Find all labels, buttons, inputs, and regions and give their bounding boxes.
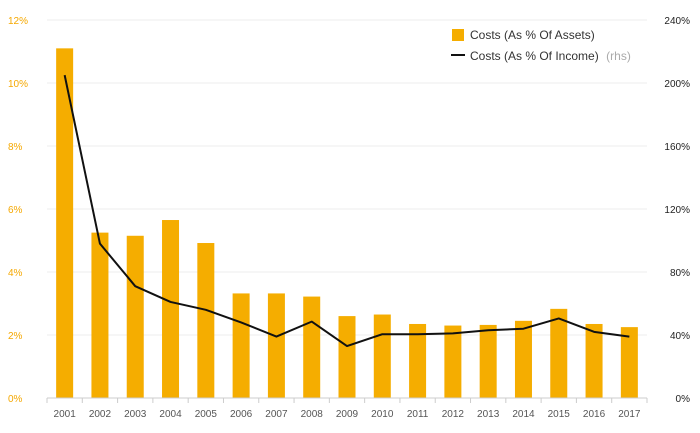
y-left-tick-label: 8% [8, 142, 23, 153]
bar [232, 293, 250, 398]
bar [409, 323, 427, 398]
y-right-tick-label: 240% [664, 16, 690, 27]
y-right-tick-label: 200% [664, 79, 690, 90]
bar [338, 316, 356, 398]
bar-series [56, 48, 638, 398]
x-tick-label: 2003 [124, 409, 147, 420]
bar [620, 327, 638, 398]
bar [126, 235, 144, 398]
y-right-tick-label: 40% [670, 331, 690, 342]
bar [91, 232, 109, 398]
y-left-tick-label: 10% [8, 79, 28, 90]
x-tick-label: 2006 [230, 409, 253, 420]
bar [267, 293, 285, 398]
x-tick-label: 2015 [548, 409, 571, 420]
legend-label-line: Costs (As % Of Income) (rhs) [470, 47, 631, 64]
x-tick-label: 2009 [336, 409, 359, 420]
bar [514, 320, 532, 398]
line-series [63, 74, 630, 348]
bar [373, 314, 391, 398]
bar [585, 323, 603, 398]
x-tick-label: 2002 [89, 409, 112, 420]
bar [550, 308, 568, 398]
legend: Costs (As % Of Assets) Costs (As % Of In… [451, 28, 631, 64]
legend-label-line-suffix: (rhs) [606, 49, 631, 63]
bar [303, 296, 321, 398]
y-right-tick-label: 80% [670, 268, 690, 279]
bar [162, 220, 180, 398]
x-tick-label: 2013 [477, 409, 500, 420]
legend-label-line-name: Costs (As % Of Income) [470, 49, 599, 63]
y-left-tick-label: 12% [8, 16, 28, 27]
y-left-tick-label: 2% [8, 331, 23, 342]
gridlines [47, 19, 647, 336]
x-tick-label: 2017 [618, 409, 641, 420]
x-tick-label: 2005 [195, 409, 218, 420]
x-tick-label: 2012 [442, 409, 465, 420]
bar [197, 243, 215, 398]
bar [56, 48, 74, 398]
bar [444, 325, 462, 398]
bar [479, 324, 497, 398]
x-tick-label: 2011 [407, 409, 429, 420]
y-left-tick-label: 0% [8, 394, 23, 405]
x-tick-label: 2007 [265, 409, 288, 420]
legend-label-bar: Costs (As % Of Assets) [470, 28, 595, 42]
series-line [63, 74, 630, 348]
x-tick-label: 2008 [301, 409, 324, 420]
y-right-tick-label: 120% [664, 205, 690, 216]
y-right-tick-label: 160% [664, 142, 690, 153]
legend-swatch-bar [452, 29, 464, 41]
y-right-tick-label: 0% [676, 394, 691, 405]
y-left-tick-label: 6% [8, 205, 23, 216]
y-left-tick-label: 4% [8, 268, 23, 279]
x-tick-label: 2014 [512, 409, 535, 420]
x-tick-label: 2016 [583, 409, 606, 420]
axes: 0% 2% 4% 6% 8% 10% 12% 0% 40% 80% 120% 160% 200% 240%… [8, 16, 690, 420]
x-tick-label: 2001 [54, 409, 77, 420]
x-tick-label: 2004 [159, 409, 182, 420]
x-tick-label: 2010 [371, 409, 394, 420]
